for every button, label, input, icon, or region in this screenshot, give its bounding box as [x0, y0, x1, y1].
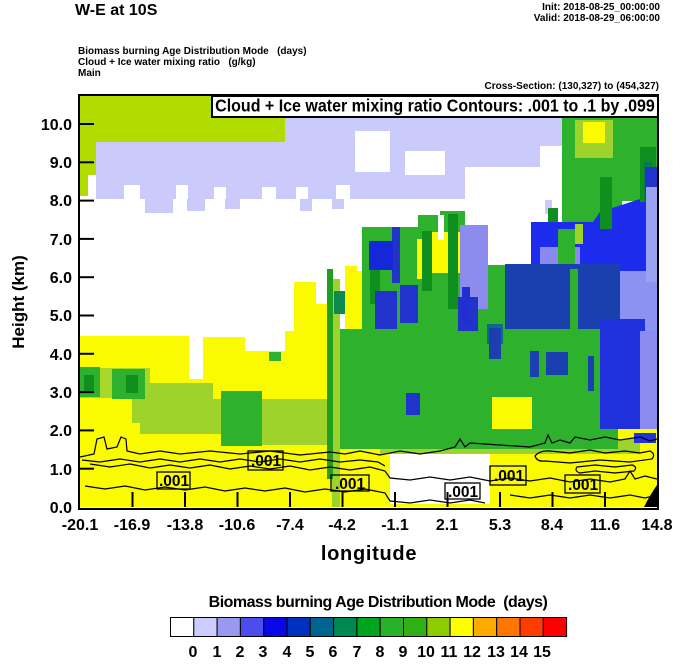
svg-text:.001: .001 [159, 473, 190, 490]
svg-text:.001: .001 [251, 453, 282, 470]
svg-text:.001: .001 [568, 477, 599, 494]
svg-text:.001: .001 [448, 484, 479, 501]
svg-text:.001: .001 [335, 476, 366, 493]
svg-text:.001: .001 [494, 468, 525, 485]
